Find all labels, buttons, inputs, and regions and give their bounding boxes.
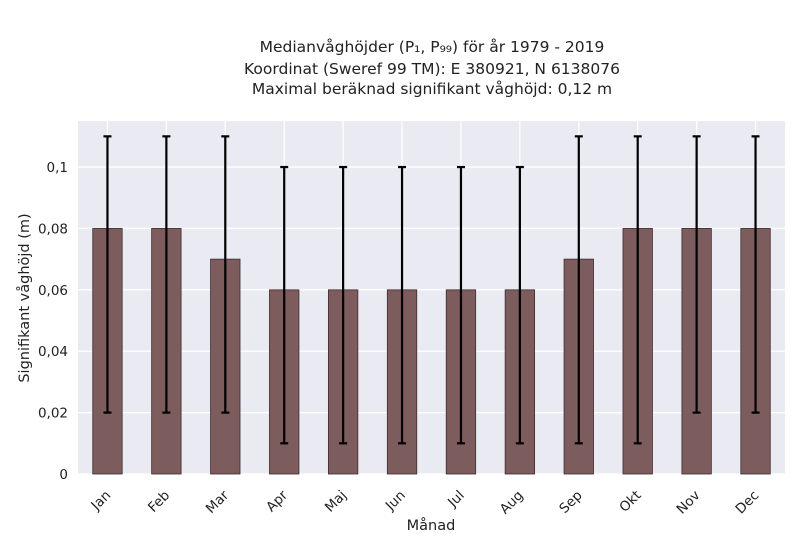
x-tick-label: Jun (382, 488, 409, 515)
x-tick-label: Dec (733, 488, 763, 518)
chart-title: Medianvåghöjder (P₁, P₉₉) för år 1979 - … (244, 38, 620, 98)
y-axis-label: Signifikant våghöjd (m) (16, 213, 33, 382)
x-ticks: Jan Feb Mar Apr Maj Jun Jul Aug Sep Okt Nov Dec (88, 487, 763, 517)
x-tick-label: Apr (263, 487, 291, 515)
y-tick-label: 0,1 (47, 160, 68, 176)
x-tick-label: Nov (674, 488, 704, 518)
x-tick-label: Feb (145, 488, 173, 516)
y-tick-label: 0,02 (38, 406, 68, 422)
x-tick-label: Maj (322, 488, 350, 516)
y-tick-label: 0,06 (38, 283, 68, 299)
y-tick-label: 0,08 (38, 221, 68, 237)
error-bars (103, 135, 760, 445)
plot-area (78, 121, 785, 474)
title-line-2: Koordinat (Sweref 99 TM): E 380921, N 61… (244, 60, 620, 78)
x-tick-label: Mar (203, 487, 233, 517)
y-tick-label: 0 (59, 467, 68, 483)
x-axis-label: Månad (407, 517, 456, 534)
x-tick-label: Okt (616, 488, 644, 516)
title-line-3: Maximal beräknad signifikant våghöjd: 0,… (252, 80, 612, 98)
x-tick-label: Jan (88, 488, 115, 515)
x-tick-label: Sep (556, 488, 585, 517)
x-tick-label: Jul (444, 488, 468, 512)
y-tick-label: 0,04 (38, 344, 68, 360)
x-tick-label: Aug (497, 488, 527, 518)
title-line-1: Medianvåghöjder (P₁, P₉₉) för år 1979 - … (260, 38, 605, 56)
y-ticks: 0 0,02 0,04 0,06 0,08 0,1 (38, 160, 68, 483)
